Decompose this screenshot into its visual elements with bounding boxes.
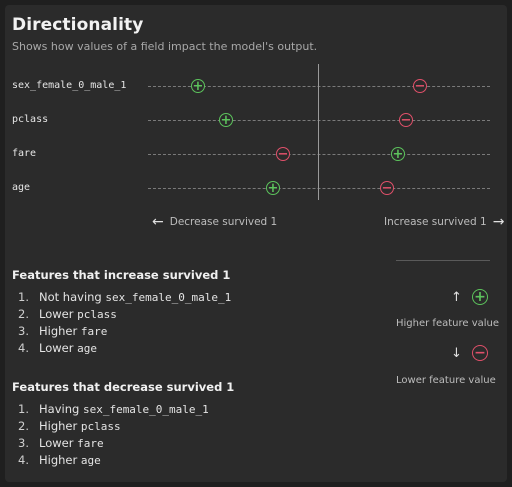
list-item: 1. Not having sex_female_0_male_1 xyxy=(18,290,232,304)
arrow-up-icon: ↑ xyxy=(451,290,462,305)
increase-label: Increase survived 1 xyxy=(384,216,487,228)
increase-section-title: Features that increase survived 1 xyxy=(12,268,231,282)
lower-value-marker: − xyxy=(276,146,290,162)
list-item: 4. Lower age xyxy=(18,341,97,355)
lower-feature-label: Lower feature value xyxy=(396,375,496,386)
list-item: 4. Higher age xyxy=(18,453,101,467)
higher-value-marker: + xyxy=(219,112,233,128)
arrow-right-icon: → xyxy=(492,214,505,230)
feature-label-sex: sex_female_0_male_1 xyxy=(12,80,127,91)
list-item: 2. Higher pclass xyxy=(18,419,121,433)
lower-value-marker: − xyxy=(380,180,394,196)
page-title: Directionality xyxy=(12,15,144,35)
legend-divider xyxy=(396,260,490,261)
arrow-down-icon: ↓ xyxy=(451,346,462,361)
feature-row-line xyxy=(148,86,490,87)
arrow-left-icon: ← xyxy=(152,214,164,230)
list-item: 3. Higher fare xyxy=(18,324,108,338)
list-item: 2. Lower pclass xyxy=(18,307,117,321)
neutral-axis-line xyxy=(318,64,319,200)
higher-feature-label: Higher feature value xyxy=(396,318,500,329)
feature-row-line xyxy=(148,188,490,189)
lower-value-marker: − xyxy=(413,78,427,94)
feature-label-age: age xyxy=(12,182,31,193)
list-item: 3. Lower fare xyxy=(18,436,104,450)
feature-label-pclass: pclass xyxy=(12,114,49,125)
list-item: 1. Having sex_female_0_male_1 xyxy=(18,402,209,416)
feature-row-line xyxy=(148,154,490,155)
higher-value-marker: + xyxy=(191,78,205,94)
higher-value-marker: + xyxy=(266,180,280,196)
decrease-label: Decrease survived 1 xyxy=(169,216,278,228)
feature-label-fare: fare xyxy=(12,148,37,159)
increase-direction: Increase survived 1 → xyxy=(384,214,504,230)
plus-circle-icon: + xyxy=(472,289,488,305)
decrease-list: 1. Having sex_female_0_male_1 2. Higher pc… xyxy=(18,401,209,469)
feature-row-line xyxy=(148,120,490,121)
increase-list: 1. Not having sex_female_0_male_1 2. Lower… xyxy=(18,289,231,357)
minus-circle-icon: − xyxy=(472,345,488,361)
lower-value-marker: − xyxy=(399,112,413,128)
decrease-direction: ← Decrease survived 1 xyxy=(152,214,277,230)
higher-value-marker: + xyxy=(391,146,405,162)
decrease-section-title: Features that decrease survived 1 xyxy=(12,380,235,394)
page-subtitle: Shows how values of a field impact the m… xyxy=(12,40,318,53)
